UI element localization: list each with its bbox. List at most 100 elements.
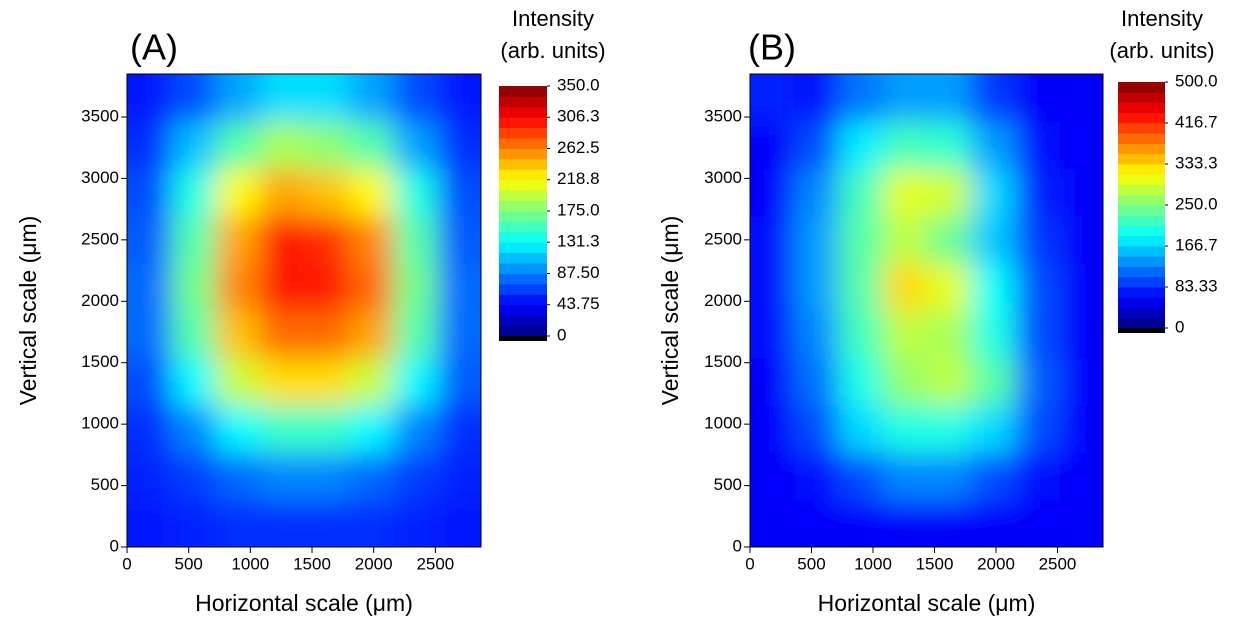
heatmap-cell [393,215,439,264]
x-tick-label: 1500 [293,554,331,573]
heatmap-cell [393,452,439,501]
heatmap-cell [838,357,884,406]
heatmap-cell [838,405,884,453]
colorbar-band [1118,276,1165,288]
colorbar-band [499,190,547,201]
heatmap [750,74,1103,547]
heatmap-cell [1015,168,1061,217]
heatmap-cell [1015,405,1061,453]
heatmap-cell [304,452,350,501]
heatmap-cell [215,263,261,312]
heatmap-cell [304,74,350,122]
colorbar-band [1118,235,1165,247]
panel-label: (A) [130,27,178,68]
colorbar-band [499,325,547,337]
heatmap-cell [393,121,439,170]
colorbar-under [1118,328,1165,333]
colorbar-band [499,106,547,118]
colorbar-title: (arb. units) [500,38,605,63]
heatmap-cell [171,121,217,170]
heatmap-cell [927,357,972,406]
heatmap-cell [927,74,972,122]
heatmap-cell [127,357,172,406]
heatmap-cell [750,263,795,312]
heatmap-cell [393,263,439,312]
y-tick-label: 1000 [81,414,119,433]
heatmap-cell [927,121,972,170]
heatmap-cell [349,310,394,359]
heatmap-cell [794,452,840,501]
heatmap-cell [215,215,261,264]
colorbar-tick-label: 87.50 [557,263,600,282]
heatmap-cell [393,168,439,217]
heatmap-cell [750,310,795,359]
y-tick-label: 1500 [81,352,119,371]
heatmap-cell [127,168,172,217]
heatmap-cell [1015,452,1061,501]
y-tick-label: 2000 [81,291,119,310]
heatmap-cell [260,405,306,453]
heatmap-cell [349,357,394,406]
heatmap-cell [750,452,795,501]
heatmap-cell [882,215,928,264]
heatmap-cell [1015,74,1061,122]
colorbar-tick-label: 500.0 [1175,71,1218,90]
heatmap-cell [304,215,350,264]
colorbar-band [1118,194,1165,206]
colorbar-band [1118,184,1165,196]
heatmap-cell [171,310,217,359]
x-tick-label: 1000 [854,554,892,573]
heatmap-cell [838,74,884,122]
heatmap-cell [171,357,217,406]
heatmap-cell [437,405,481,453]
x-tick-label: 500 [174,554,202,573]
y-tick-label: 3000 [81,168,119,187]
heatmap-cell [1015,310,1061,359]
heatmap-cell [1015,357,1061,406]
y-tick-label: 500 [714,475,742,494]
panel: 0 500 1000 1500 2000 2500 0 500 1000 1500 2000 2500… [15,6,606,616]
x-tick-label: 0 [122,554,131,573]
heatmap-cell [971,121,1017,170]
heatmap-cell [927,263,972,312]
y-tick-label: 0 [733,536,742,555]
heatmap-cell [971,168,1017,217]
colorbar-band [1118,225,1165,237]
colorbar-tick-label: 416.7 [1175,112,1218,131]
heatmap-cell [215,452,261,501]
heatmap-cell [304,499,350,547]
colorbar-band [1118,153,1165,165]
colorbar-band [499,294,547,306]
colorbar-band [499,138,547,149]
heatmap-cell [750,215,795,264]
colorbar-band [499,211,547,222]
heatmap-cell [1059,263,1103,312]
colorbar-band [499,179,547,191]
heatmap-cell [750,357,795,406]
x-axis-label: Horizontal scale (μm) [195,590,413,616]
heatmap-cell [393,499,439,547]
heatmap-cell [838,168,884,217]
heatmap-cell [215,168,261,217]
heatmap-cells [750,74,1103,547]
heatmap-cell [794,310,840,359]
colorbar-band [1118,102,1165,114]
heatmap-cell [1059,452,1103,501]
heatmap-cell [838,215,884,264]
x-tick-label: 2500 [1039,554,1077,573]
heatmap-cell [171,74,217,122]
heatmap-cell [437,452,481,501]
heatmap-cell [1059,499,1103,547]
colorbar-band [499,221,547,233]
colorbar-band [1118,164,1165,175]
colorbar-band [499,315,547,326]
heatmap-cell [927,168,972,217]
colorbar-band [499,252,547,264]
heatmap-cell [171,405,217,453]
heatmap-cell [349,405,394,453]
x-tick-label: 1000 [231,554,269,573]
heatmap-cell [794,499,840,547]
colorbar-tick-label: 306.3 [557,107,600,126]
heatmap-cell [1059,121,1103,170]
heatmap-cell [215,121,261,170]
